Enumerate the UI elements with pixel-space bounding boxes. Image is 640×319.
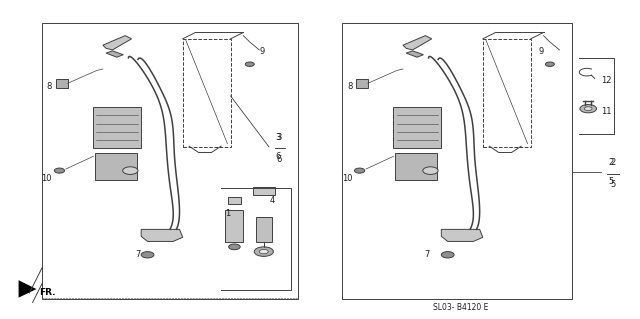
Text: SL03- B4120 E: SL03- B4120 E bbox=[433, 303, 488, 312]
Circle shape bbox=[442, 252, 454, 258]
Bar bbox=[95, 153, 137, 180]
Bar bbox=[483, 39, 531, 147]
Circle shape bbox=[254, 247, 273, 256]
Circle shape bbox=[141, 252, 154, 258]
Circle shape bbox=[228, 244, 240, 250]
Text: 7: 7 bbox=[424, 250, 429, 259]
Text: 12: 12 bbox=[601, 76, 611, 85]
Text: 6: 6 bbox=[275, 152, 281, 161]
Polygon shape bbox=[406, 51, 424, 57]
Bar bbox=[225, 210, 243, 242]
Circle shape bbox=[584, 107, 592, 111]
Bar bbox=[356, 78, 368, 88]
Bar bbox=[256, 217, 272, 242]
Text: 10: 10 bbox=[342, 174, 353, 183]
Circle shape bbox=[123, 167, 138, 174]
Text: 4: 4 bbox=[269, 196, 275, 205]
Polygon shape bbox=[103, 36, 132, 50]
Polygon shape bbox=[403, 36, 432, 50]
Polygon shape bbox=[141, 229, 182, 241]
Text: 2: 2 bbox=[610, 158, 615, 167]
Circle shape bbox=[245, 62, 254, 66]
Bar bbox=[93, 107, 141, 148]
Text: 5: 5 bbox=[610, 181, 615, 189]
Circle shape bbox=[54, 168, 65, 173]
Text: 3: 3 bbox=[275, 133, 281, 142]
Text: FR.: FR. bbox=[39, 288, 56, 297]
Circle shape bbox=[545, 62, 554, 66]
Polygon shape bbox=[19, 280, 36, 298]
Circle shape bbox=[259, 249, 268, 254]
Text: 9: 9 bbox=[259, 47, 264, 56]
Text: 6: 6 bbox=[276, 155, 282, 164]
Bar bbox=[182, 39, 230, 147]
Bar bbox=[394, 107, 442, 148]
Text: 10: 10 bbox=[42, 174, 52, 183]
Bar bbox=[56, 78, 68, 88]
Text: 9: 9 bbox=[538, 47, 543, 56]
Text: 7: 7 bbox=[135, 250, 141, 259]
Circle shape bbox=[580, 105, 596, 113]
Text: 8: 8 bbox=[47, 82, 52, 91]
Text: 1: 1 bbox=[225, 209, 230, 218]
Circle shape bbox=[355, 168, 365, 173]
Text: 11: 11 bbox=[601, 108, 611, 116]
Bar bbox=[396, 153, 437, 180]
Polygon shape bbox=[442, 229, 483, 241]
Circle shape bbox=[423, 167, 438, 174]
Text: 3: 3 bbox=[276, 133, 282, 142]
Bar bbox=[253, 187, 275, 195]
Text: 2: 2 bbox=[609, 158, 614, 167]
Text: 5: 5 bbox=[609, 177, 614, 186]
Polygon shape bbox=[106, 51, 124, 57]
Text: 8: 8 bbox=[348, 82, 353, 91]
Bar bbox=[228, 197, 241, 204]
